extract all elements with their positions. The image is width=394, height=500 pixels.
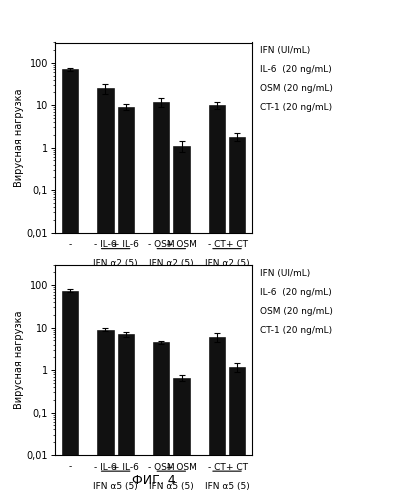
Y-axis label: Вирусная нагрузка: Вирусная нагрузка xyxy=(14,310,24,409)
Text: ФИГ. 4: ФИГ. 4 xyxy=(132,474,175,488)
Bar xyxy=(97,330,113,500)
Text: + IL-6: + IL-6 xyxy=(112,240,139,249)
Text: IFN α5 (5): IFN α5 (5) xyxy=(93,482,138,490)
Text: + CT: + CT xyxy=(226,462,248,471)
Text: IL-6  (20 ng/mL): IL-6 (20 ng/mL) xyxy=(260,66,332,74)
Text: - IL-6: - IL-6 xyxy=(94,240,117,249)
Bar xyxy=(173,378,190,500)
Text: + OSM: + OSM xyxy=(166,462,197,471)
Text: + OSM: + OSM xyxy=(166,240,197,249)
Bar xyxy=(153,102,169,500)
Text: - IL-6: - IL-6 xyxy=(94,462,117,471)
Bar xyxy=(62,290,78,500)
Text: -: - xyxy=(69,462,72,471)
Bar xyxy=(173,146,190,500)
Text: IFN α2 (5): IFN α2 (5) xyxy=(93,259,138,268)
Text: - OSM: - OSM xyxy=(148,462,175,471)
Text: + IL-6: + IL-6 xyxy=(112,462,139,471)
Text: IFN α5 (5): IFN α5 (5) xyxy=(149,482,194,490)
Bar xyxy=(97,88,113,500)
Bar xyxy=(118,334,134,500)
Text: IFN (UI/mL): IFN (UI/mL) xyxy=(260,46,310,56)
Text: - CT: - CT xyxy=(208,240,226,249)
Text: CT-1 (20 ng/mL): CT-1 (20 ng/mL) xyxy=(260,104,332,112)
Text: IFN α2 (5): IFN α2 (5) xyxy=(205,259,249,268)
Text: IL-6  (20 ng/mL): IL-6 (20 ng/mL) xyxy=(260,288,332,297)
Bar xyxy=(229,367,245,500)
Bar xyxy=(118,107,134,500)
Text: IFN α2 (5): IFN α2 (5) xyxy=(149,259,193,268)
Text: CT-1 (20 ng/mL): CT-1 (20 ng/mL) xyxy=(260,326,332,335)
Bar xyxy=(209,105,225,500)
Text: IFN α5 (5): IFN α5 (5) xyxy=(204,482,249,490)
Bar xyxy=(229,137,245,500)
Y-axis label: Вирусная нагрузка: Вирусная нагрузка xyxy=(14,88,24,186)
Text: OSM (20 ng/mL): OSM (20 ng/mL) xyxy=(260,307,333,316)
Bar xyxy=(62,70,78,500)
Text: -: - xyxy=(69,240,72,249)
Text: - OSM: - OSM xyxy=(148,240,175,249)
Text: - CT: - CT xyxy=(208,462,226,471)
Bar xyxy=(209,337,225,500)
Text: + CT: + CT xyxy=(226,240,248,249)
Bar xyxy=(153,342,169,500)
Text: IFN (UI/mL): IFN (UI/mL) xyxy=(260,269,310,278)
Text: OSM (20 ng/mL): OSM (20 ng/mL) xyxy=(260,84,333,94)
